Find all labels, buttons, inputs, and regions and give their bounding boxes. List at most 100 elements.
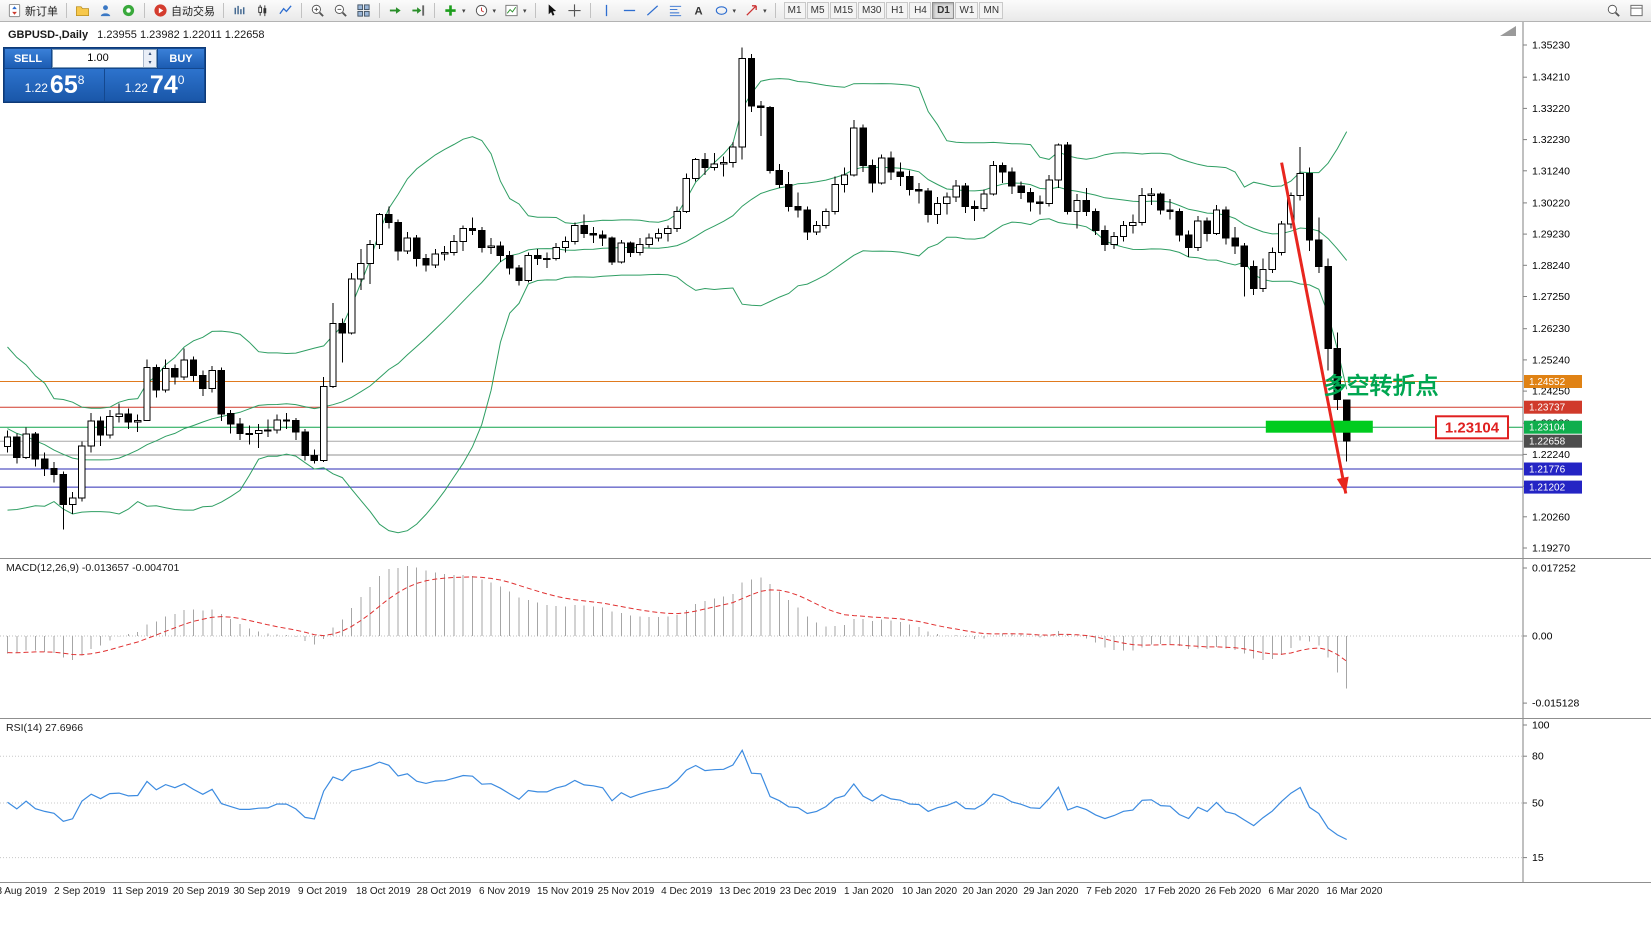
date-label: 30 Sep 2019 <box>233 886 291 897</box>
macd-panel[interactable]: 0.017252 0.00 -0.015128 <box>0 559 1651 718</box>
trendline-icon <box>646 5 658 16</box>
separator <box>144 3 145 18</box>
tf-w1-button[interactable]: W1 <box>955 2 979 19</box>
new-order-button[interactable]: 新订单 <box>3 1 62 20</box>
svg-text:1.34210: 1.34210 <box>1532 72 1570 84</box>
volume-value[interactable]: 1.00 <box>87 52 109 64</box>
shapes-button[interactable]: ▾ <box>710 1 741 20</box>
sell-price-prefix: 1.22 <box>24 81 48 95</box>
date-label: 1 Jan 2020 <box>844 886 894 897</box>
svg-text:1.30220: 1.30220 <box>1532 197 1570 209</box>
text-tool-button[interactable]: A <box>687 1 710 20</box>
date-label: 6 Mar 2020 <box>1268 886 1319 897</box>
volume-spinner[interactable]: ▴ ▾ <box>143 50 156 67</box>
dropdown-caret: ▾ <box>732 7 737 15</box>
tf-h1-button[interactable]: H1 <box>886 2 909 19</box>
fibonacci-button[interactable] <box>664 1 687 20</box>
horizontal-lines[interactable] <box>0 381 1523 488</box>
periods-button[interactable]: ▾ <box>470 1 501 20</box>
volume-down-arrow[interactable]: ▾ <box>144 58 156 67</box>
zoom-out-button[interactable] <box>329 1 352 20</box>
profile-button[interactable] <box>94 1 117 20</box>
autotrading-button[interactable]: 自动交易 <box>149 1 219 20</box>
volume-up-arrow[interactable]: ▴ <box>144 50 156 59</box>
buy-price[interactable]: 1.22 74 0 <box>105 69 204 101</box>
arrows-tool-button[interactable]: ▾ <box>740 1 771 20</box>
macd-signal-line <box>7 576 1347 662</box>
one-click-trading-panel: SELL 1.00 ▴ ▾ BUY 1.22 65 8 1.22 74 0 <box>3 47 206 103</box>
svg-text:1.19270: 1.19270 <box>1532 543 1570 555</box>
trendline-button[interactable] <box>641 1 664 20</box>
bar-chart-mode-button[interactable] <box>228 1 251 20</box>
buy-button[interactable]: BUY <box>158 49 204 68</box>
tf-m15-button[interactable]: M15 <box>829 2 858 19</box>
vertical-line-button[interactable] <box>595 1 618 20</box>
price-scale[interactable]: 1.35230 1.34210 1.33220 1.32230 1.31240 1.302… <box>1522 22 1582 558</box>
date-label: 20 Jan 2020 <box>962 886 1018 897</box>
tf-d1-button[interactable]: D1 <box>932 2 955 19</box>
sell-price-big: 65 <box>49 71 78 99</box>
tf-m5-button[interactable]: M5 <box>806 2 829 19</box>
tile-windows-button[interactable] <box>352 1 375 20</box>
date-label: 10 Jan 2020 <box>901 886 958 897</box>
indicators-button[interactable]: ▾ <box>439 1 470 20</box>
tf-m30-button[interactable]: M30 <box>858 2 886 19</box>
sell-button[interactable]: SELL <box>5 49 51 68</box>
panel-splitter[interactable] <box>0 718 1651 719</box>
cursor-button[interactable] <box>540 1 563 20</box>
price-tag <box>1524 420 1582 434</box>
tf-m1-button[interactable]: M1 <box>783 2 806 19</box>
zoom-in-button[interactable] <box>306 1 329 20</box>
community-button[interactable] <box>117 1 140 20</box>
chart-shift-marker[interactable] <box>1500 26 1516 36</box>
bar-chart-icon <box>234 5 245 15</box>
templates-button[interactable]: ▾ <box>500 1 531 20</box>
trend-arrow-head[interactable] <box>1336 476 1352 495</box>
trend-arrow-line[interactable] <box>1280 162 1348 494</box>
panel-splitter[interactable] <box>0 558 1651 559</box>
svg-text:1.23104: 1.23104 <box>1529 423 1566 434</box>
svg-text:1.28240: 1.28240 <box>1532 260 1570 272</box>
boxed-price-label-frame[interactable] <box>1435 415 1509 440</box>
new-order-label: 新订单 <box>25 5 58 18</box>
svg-text:50: 50 <box>1532 798 1544 810</box>
rsi-label: RSI(14) 27.6966 <box>6 722 84 734</box>
svg-text:1.23737: 1.23737 <box>1529 403 1566 414</box>
add-indicator-icon <box>445 5 456 16</box>
macd-histogram <box>7 566 1348 689</box>
date-label: 18 Oct 2019 <box>355 886 411 897</box>
date-label: 16 Mar 2020 <box>1326 886 1383 897</box>
window-list-button[interactable] <box>1625 1 1648 20</box>
date-label: 26 Feb 2020 <box>1204 886 1262 897</box>
separator <box>589 3 591 18</box>
tf-h4-button[interactable]: H4 <box>909 2 932 19</box>
rsi-panel[interactable]: 100 80 50 15 <box>0 719 1651 882</box>
svg-text:1.22658: 1.22658 <box>1529 437 1566 448</box>
highlight-bar[interactable] <box>1265 420 1373 433</box>
sell-price[interactable]: 1.22 65 8 <box>5 69 104 101</box>
fibonacci-icon <box>669 5 681 17</box>
tf-mn-button[interactable]: MN <box>979 2 1004 19</box>
candlestick-mode-button[interactable] <box>251 1 274 20</box>
turning-point-annotation[interactable]: 多空转折点 <box>1324 372 1439 398</box>
dropdown-caret: ▾ <box>523 7 527 15</box>
line-chart-mode-button[interactable] <box>274 1 297 20</box>
chart-window: 多空转折点 1.23104 1.35230 1.34210 1.33220 1.32230… <box>0 22 1651 945</box>
svg-text:1.32230: 1.32230 <box>1532 134 1570 146</box>
price-chart[interactable]: 多空转折点 1.23104 1.35230 1.34210 1.33220 1.32230… <box>0 22 1651 558</box>
volume-field[interactable]: 1.00 ▴ ▾ <box>52 49 157 68</box>
date-label: 15 Nov 2019 <box>536 886 594 897</box>
crosshair-button[interactable] <box>563 1 586 20</box>
svg-text:15: 15 <box>1532 852 1544 864</box>
price-tag <box>1524 400 1582 414</box>
horizontal-line-button[interactable] <box>618 1 641 20</box>
auto-scroll-button[interactable] <box>384 1 407 20</box>
search-button[interactable] <box>1602 1 1625 20</box>
charts-profile-button[interactable] <box>71 1 94 20</box>
chart-shift-button[interactable] <box>407 1 430 20</box>
svg-text:1.20260: 1.20260 <box>1532 511 1570 523</box>
panel-splitter <box>0 882 1651 883</box>
svg-text:1.25240: 1.25240 <box>1532 354 1570 366</box>
ellipse-shape-icon <box>715 6 727 15</box>
